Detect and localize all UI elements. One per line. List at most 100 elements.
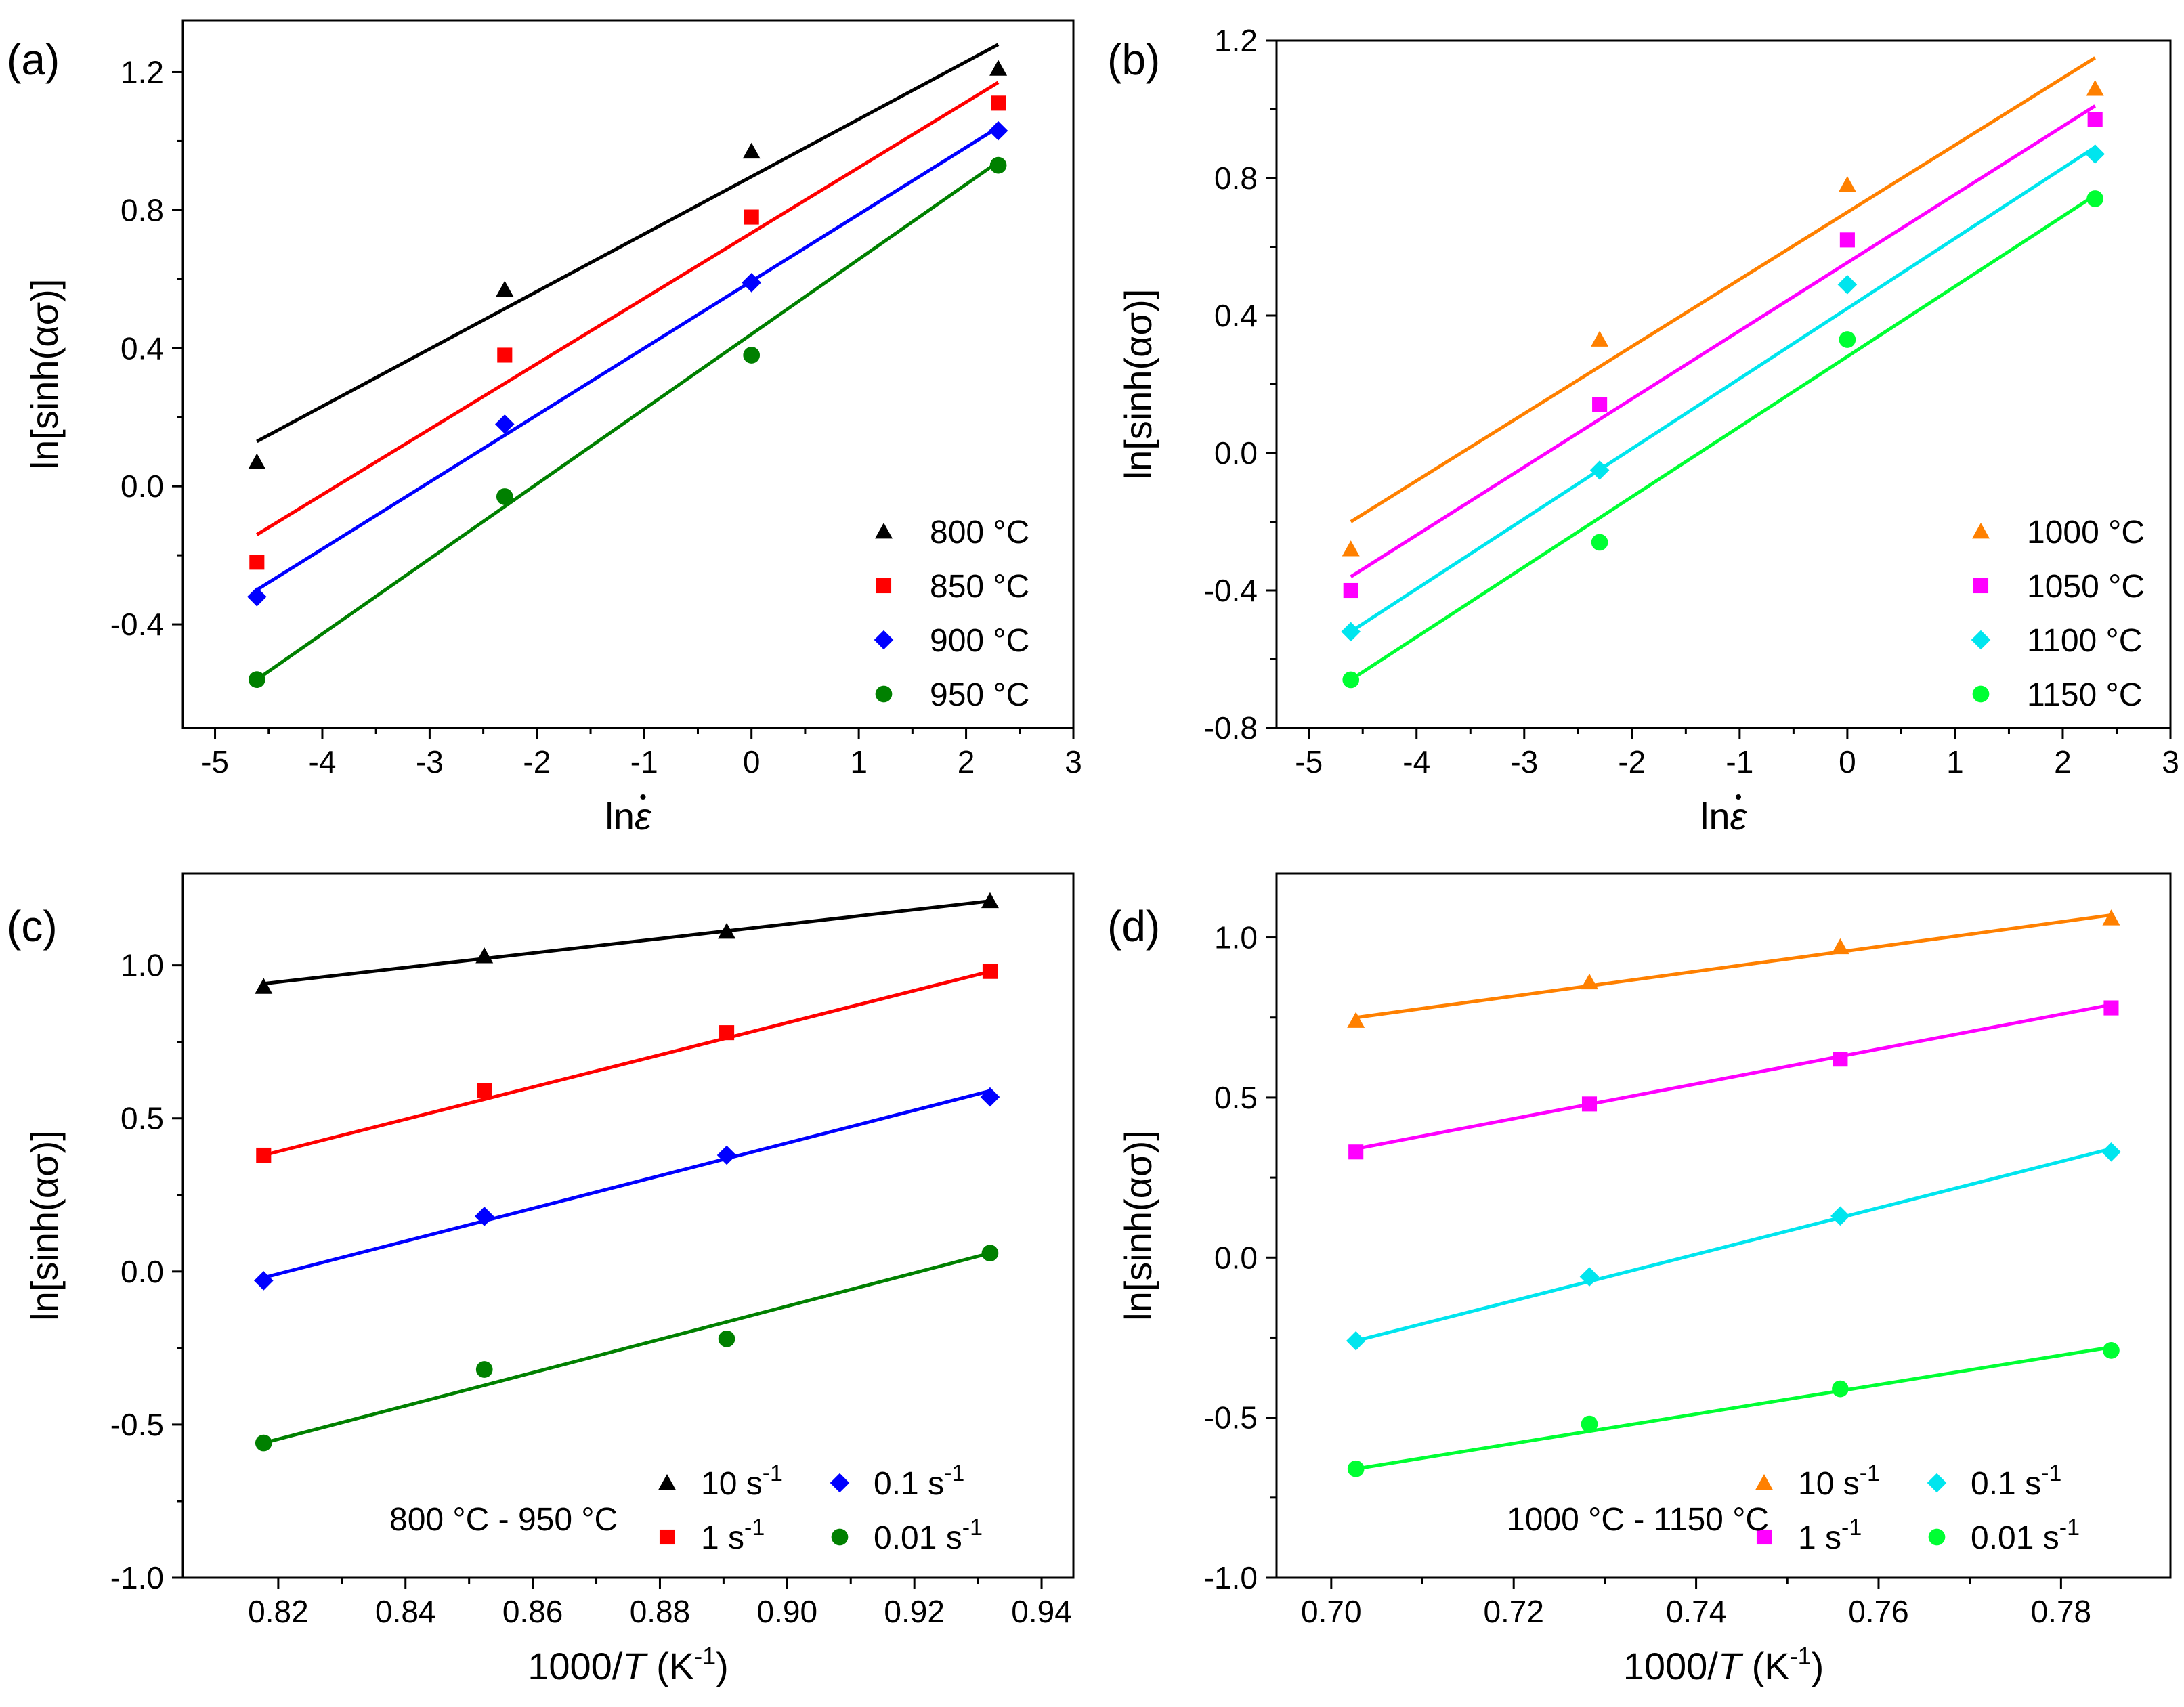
x-label-text: ln [1700, 795, 1730, 838]
legend-marker [875, 523, 893, 539]
series-1 [255, 892, 999, 994]
fit-line [1350, 56, 2096, 523]
series-4 [1347, 1342, 2120, 1477]
data-point [474, 1207, 494, 1226]
x-tick-label: 3 [1065, 744, 1082, 779]
y-tick-label: 1.0 [121, 948, 164, 983]
fit-line [1350, 194, 2097, 682]
data-point [253, 1271, 274, 1291]
legend-label: 850 °C [930, 569, 1029, 605]
x-tick-label: -5 [201, 744, 229, 779]
legend: 800 °C 850 °C 900 °C 950 °C [874, 515, 1029, 713]
legend-marker [830, 1473, 850, 1493]
data-point [495, 414, 515, 434]
data-point [255, 1434, 272, 1452]
y-tick-label: 0.5 [121, 1101, 164, 1136]
y-tick-label: 0.5 [1214, 1080, 1258, 1115]
legend-marker [831, 1528, 849, 1546]
x-tick-label: -5 [1295, 744, 1323, 779]
x-tick-label: -4 [309, 744, 337, 779]
x-label-symbol: ε [635, 795, 652, 838]
y-axis-label: ln[sinh(ασ)] [1117, 289, 1159, 480]
legend-label: 950 °C [930, 677, 1029, 713]
data-point [1591, 330, 1609, 347]
data-point [1832, 1380, 1849, 1398]
panel-label: (a) [7, 35, 60, 84]
x-label-symbol: ε [1730, 795, 1747, 838]
y-tick-label: 0.8 [121, 192, 164, 228]
x-tick-label: -1 [1726, 744, 1753, 779]
data-point [991, 95, 1006, 111]
legend-text: 0.1 s [1971, 1466, 2041, 1502]
data-point [1831, 938, 1849, 955]
data-point [2102, 909, 2120, 926]
series-3 [1346, 1142, 2121, 1351]
series-3 [247, 121, 1008, 607]
data-point [1579, 1267, 1600, 1287]
y-tick-label: -1.0 [110, 1560, 164, 1595]
x-axis-label: 1000/T (K-1) [1623, 1642, 1824, 1687]
panel-label: (b) [1107, 35, 1160, 84]
data-point [981, 892, 999, 909]
x-label-text: 1000/ [528, 1645, 623, 1687]
legend-label: 1 s-1 [1798, 1515, 1862, 1556]
data-point [718, 922, 736, 939]
legend-text: 1 s [1798, 1520, 1841, 1556]
x-tick-label: 0.90 [757, 1594, 818, 1629]
legend-marker [1973, 578, 1989, 594]
panel-b: (b) -5 -4 -3 -2 -1 0 1 2 3 -0.8 -0.4 0.0 0.4 0.8 1.2 ln[… [1107, 23, 2179, 838]
data-point [1581, 1096, 1598, 1112]
data-point [716, 1145, 737, 1165]
data-point [2085, 144, 2105, 164]
legend: 10 s-11 s-10.1 s-10.01 s-1 [1755, 1461, 2080, 1556]
y-tick-label: 0.0 [1214, 435, 1258, 471]
data-point [989, 60, 1008, 76]
panel-a: (a) -5 -4 -3 -2 -1 0 1 2 3 -0.4 0.0 0.4 0.8 1.2 ln[sinh… [7, 19, 1082, 838]
legend-marker [875, 685, 893, 703]
data-point [981, 1245, 999, 1262]
legend-exponent: -1 [1860, 1461, 1880, 1486]
legend-label: 0.1 s-1 [1971, 1461, 2061, 1502]
data-point [2086, 80, 2104, 96]
series-4 [1342, 190, 2104, 689]
y-tick-label: -1.0 [1204, 1560, 1258, 1595]
legend-label: 1050 °C [2027, 569, 2145, 605]
x-tick-label: 0.92 [884, 1594, 945, 1629]
legend-exponent: -1 [2041, 1461, 2061, 1486]
legend-exponent: -1 [763, 1461, 783, 1486]
plot-frame [1275, 872, 2172, 1579]
x-tick-label: 2 [958, 744, 975, 779]
y-tick-label: 0.0 [121, 469, 164, 504]
data-point [1581, 973, 1598, 990]
data-point [1838, 176, 1856, 192]
legend-marker [1972, 685, 1990, 703]
legend-marker [658, 1474, 676, 1490]
legend-label: 1 s-1 [701, 1515, 765, 1556]
legend-exponent: -1 [2059, 1515, 2080, 1540]
legend-label: 1000 °C [2027, 515, 2145, 550]
x-label-unit: (K [1741, 1645, 1790, 1687]
y-tick-label: 0.4 [1214, 298, 1258, 333]
x-label-unit: (K [646, 1645, 695, 1687]
legend-marker [1971, 630, 1991, 650]
strain-rate-dot [1736, 794, 1741, 800]
x-tick-label: -1 [630, 744, 658, 779]
x-tick-label: 1 [1946, 744, 1964, 779]
data-point [1581, 1415, 1598, 1433]
x-tick-label: 0.94 [1011, 1594, 1072, 1629]
series-4 [248, 156, 1007, 688]
y-axis-label: ln[sinh(ασ)] [23, 279, 66, 470]
legend-label: 0.01 s-1 [1971, 1515, 2080, 1556]
fit-line [263, 1251, 991, 1445]
x-tick-label: -4 [1403, 744, 1430, 779]
data-point [496, 280, 514, 297]
y-tick-label: 0.4 [121, 330, 164, 366]
x-tick-label: 1 [850, 744, 868, 779]
panel-label: (d) [1107, 902, 1160, 951]
y-tick-label: 0.0 [1214, 1240, 1258, 1275]
series-2 [1348, 1000, 2119, 1160]
x-label-unit-exponent: -1 [1790, 1642, 1812, 1670]
y-tick-label: -0.8 [1204, 710, 1258, 746]
fit-line [256, 43, 1000, 444]
